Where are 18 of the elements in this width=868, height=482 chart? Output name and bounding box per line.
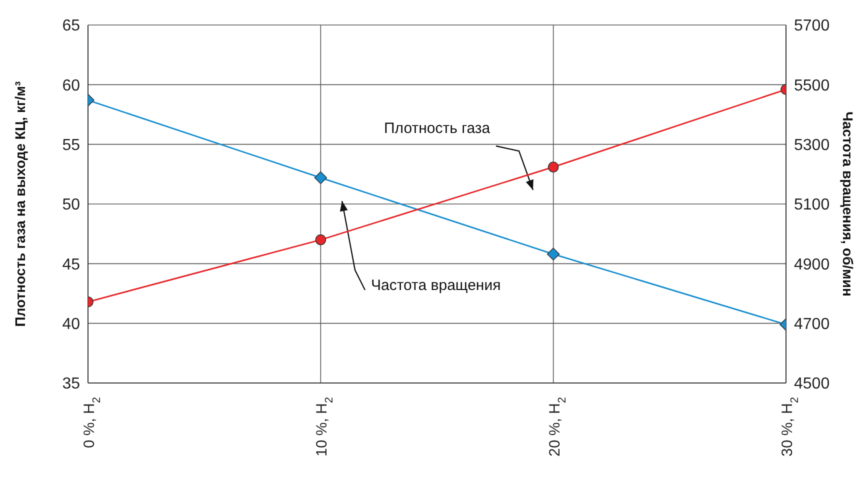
y-tick-label: 40 [62, 316, 80, 334]
y2-tick-label: 4700 [794, 316, 830, 334]
y2-tick-label: 4500 [794, 376, 830, 393]
y-tick-label: 35 [62, 376, 80, 393]
y2-tick-label: 5700 [794, 18, 830, 35]
y-axis-title: Плотность газа на выходе КЦ, кг/м³ [12, 80, 28, 327]
y2-tick-label: 5300 [794, 137, 830, 154]
annotation: Плотность газа [384, 120, 491, 137]
y-tick-label: 55 [62, 137, 80, 154]
y-tick-label: 50 [62, 196, 80, 214]
y-tick-label: 65 [62, 18, 80, 35]
y2-tick-label: 5100 [794, 196, 830, 214]
y2-axis-title: Частота вращения, об/мин [840, 112, 856, 296]
y2-tick-label: 4900 [794, 256, 830, 274]
y2-tick-label: 5500 [794, 77, 830, 94]
y-tick-label: 60 [62, 77, 80, 94]
annotation: Частота вращения [371, 277, 501, 294]
y-tick-label: 45 [62, 256, 80, 274]
